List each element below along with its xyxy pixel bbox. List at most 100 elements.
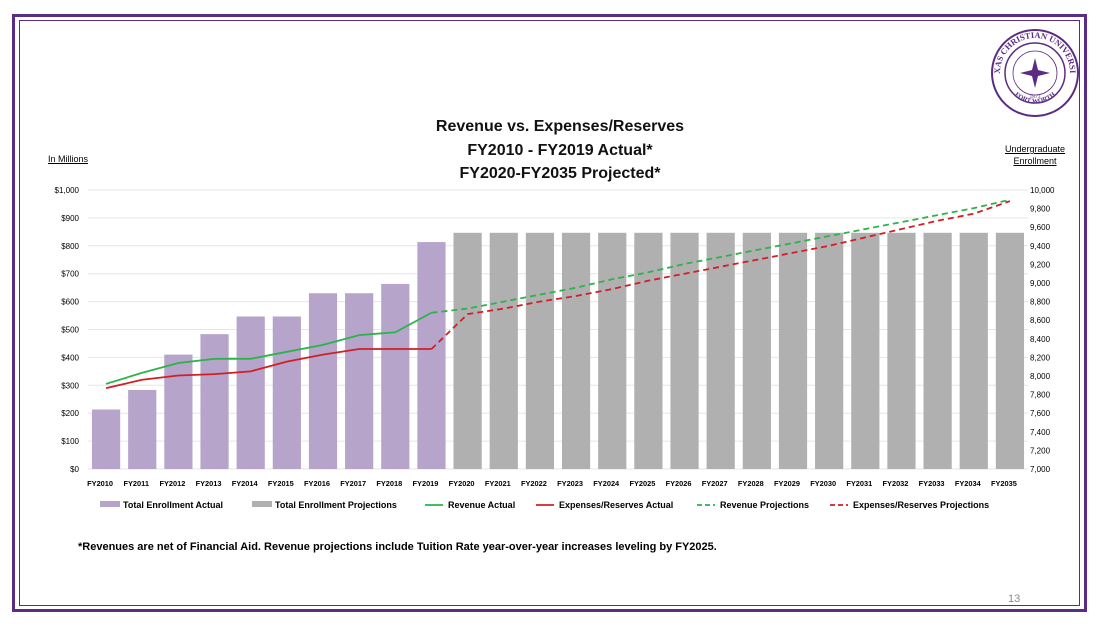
legend-swatch bbox=[100, 501, 120, 507]
left-axis-tick-label: $400 bbox=[61, 353, 79, 362]
page-number: 13 bbox=[1008, 593, 1021, 605]
x-axis-tick-label: FY2025 bbox=[629, 479, 655, 488]
x-axis-tick-label: FY2024 bbox=[593, 479, 620, 488]
right-axis-tick-label: 9,200 bbox=[1030, 260, 1051, 269]
legend-label: Expenses/Reserves Actual bbox=[559, 500, 673, 510]
enrollment-bar bbox=[308, 293, 338, 469]
x-axis-tick-label: FY2013 bbox=[196, 479, 222, 488]
enrollment-bar bbox=[200, 334, 229, 469]
x-axis-tick-label: FY2029 bbox=[774, 479, 800, 488]
x-axis-tick-label: FY2014 bbox=[232, 479, 259, 488]
enrollment-bar bbox=[851, 232, 880, 469]
right-axis-tick-label: 8,200 bbox=[1030, 353, 1051, 362]
right-axis-tick-label: 7,800 bbox=[1030, 391, 1051, 400]
x-axis-tick-label: FY2027 bbox=[702, 479, 728, 488]
right-axis-tick-label: 10,000 bbox=[1030, 186, 1055, 195]
right-axis-tick-label: 8,000 bbox=[1030, 372, 1051, 381]
projection-line bbox=[430, 200, 1011, 350]
legend-label: Total Enrollment Actual bbox=[123, 500, 223, 510]
right-axis-tick-label: 8,400 bbox=[1030, 335, 1051, 344]
x-axis-tick-label: FY2011 bbox=[123, 479, 148, 488]
enrollment-bar bbox=[272, 316, 301, 469]
left-axis-tick-label: $300 bbox=[61, 381, 79, 390]
enrollment-bar bbox=[236, 316, 265, 469]
x-axis-tick-label: FY2030 bbox=[810, 479, 836, 488]
university-seal-logo: TEXAS CHRISTIAN UNIVERSITY FORT WORTH 18… bbox=[990, 28, 1079, 117]
chart-title-line-1: Revenue vs. Expenses/Reserves bbox=[435, 118, 685, 135]
right-axis-tick-label: 7,400 bbox=[1030, 428, 1051, 437]
right-axis-tick-label: 8,800 bbox=[1030, 298, 1051, 307]
chart-title-line-2: FY2010 - FY2019 Actual* bbox=[467, 142, 653, 159]
x-axis-tick-label: FY2032 bbox=[883, 479, 909, 488]
enrollment-bar bbox=[417, 242, 446, 469]
right-axis-caption-line-1: Undergraduate bbox=[1004, 144, 1066, 154]
x-axis-tick-label: FY2031 bbox=[846, 479, 872, 488]
enrollment-bar bbox=[561, 232, 591, 469]
left-axis-tick-label: $700 bbox=[61, 270, 79, 279]
enrollment-bar bbox=[164, 354, 193, 469]
slide-outer-frame bbox=[12, 14, 1087, 612]
left-axis-tick-label: $800 bbox=[61, 242, 79, 251]
right-axis-tick-label: 7,000 bbox=[1030, 465, 1051, 474]
enrollment-bar bbox=[634, 232, 663, 469]
enrollment-bar bbox=[887, 232, 916, 469]
x-axis-tick-label: FY2010 bbox=[87, 479, 113, 488]
enrollment-bar bbox=[670, 232, 699, 469]
left-axis-tick-label: $1,000 bbox=[55, 186, 80, 195]
enrollment-bar bbox=[525, 232, 555, 469]
left-axis-caption: In Millions bbox=[48, 154, 89, 164]
x-axis-tick-label: FY2019 bbox=[413, 479, 439, 488]
enrollment-bar bbox=[453, 232, 482, 469]
x-axis-tick-label: FY2033 bbox=[919, 479, 945, 488]
enrollment-bar bbox=[778, 232, 808, 469]
legend-label: Revenue Actual bbox=[448, 500, 515, 510]
x-axis-tick-label: FY2021 bbox=[485, 479, 511, 488]
x-axis-tick-label: FY2012 bbox=[159, 479, 185, 488]
enrollment-bar bbox=[706, 232, 735, 469]
x-axis-tick-label: FY2020 bbox=[449, 479, 475, 488]
right-axis-tick-label: 7,600 bbox=[1030, 409, 1051, 418]
x-axis-tick-label: FY2017 bbox=[340, 479, 366, 488]
left-axis-tick-label: $600 bbox=[61, 298, 79, 307]
x-axis-tick-label: FY2022 bbox=[521, 479, 547, 488]
projection-line bbox=[431, 198, 1011, 314]
enrollment-bar bbox=[128, 389, 157, 469]
x-axis-tick-label: FY2018 bbox=[376, 479, 402, 488]
actual-line bbox=[105, 311, 432, 385]
slide-inner-frame bbox=[19, 20, 1080, 606]
right-axis-tick-label: 9,400 bbox=[1030, 242, 1051, 251]
legend-label: Expenses/Reserves Projections bbox=[853, 500, 989, 510]
legend-swatch bbox=[252, 501, 272, 507]
right-axis-tick-label: 9,600 bbox=[1030, 223, 1051, 232]
enrollment-bar bbox=[489, 232, 518, 469]
legend-label: Revenue Projections bbox=[720, 500, 809, 510]
svg-text:1873: 1873 bbox=[1030, 94, 1041, 100]
enrollment-bar bbox=[91, 409, 121, 469]
x-axis-tick-label: FY2034 bbox=[955, 479, 982, 488]
x-axis-tick-label: FY2015 bbox=[268, 479, 294, 488]
x-axis-tick-label: FY2026 bbox=[666, 479, 692, 488]
enrollment-bar bbox=[742, 232, 771, 469]
enrollment-bar bbox=[923, 232, 952, 469]
left-axis-tick-label: $0 bbox=[70, 465, 79, 474]
chart-title-line-3: FY2020-FY2035 Projected* bbox=[459, 165, 661, 182]
enrollment-bar bbox=[995, 232, 1025, 469]
left-axis-tick-label: $200 bbox=[61, 409, 79, 418]
enrollment-bar bbox=[959, 232, 988, 469]
right-axis-caption-line-2: Enrollment bbox=[1013, 156, 1057, 166]
enrollment-bar bbox=[815, 232, 844, 469]
left-axis-tick-label: $500 bbox=[61, 326, 79, 335]
actual-line bbox=[105, 348, 432, 389]
right-axis-tick-label: 9,800 bbox=[1030, 205, 1051, 214]
x-axis-tick-label: FY2023 bbox=[557, 479, 583, 488]
right-axis-tick-label: 9,000 bbox=[1030, 279, 1051, 288]
x-axis-tick-label: FY2028 bbox=[738, 479, 764, 488]
x-axis-tick-label: FY2016 bbox=[304, 479, 330, 488]
left-axis-tick-label: $900 bbox=[61, 214, 79, 223]
footnote: *Revenues are net of Financial Aid. Reve… bbox=[78, 541, 717, 553]
enrollment-bar bbox=[345, 293, 374, 469]
enrollment-bar bbox=[381, 283, 410, 469]
legend-label: Total Enrollment Projections bbox=[275, 500, 397, 510]
enrollment-bar bbox=[598, 232, 627, 469]
